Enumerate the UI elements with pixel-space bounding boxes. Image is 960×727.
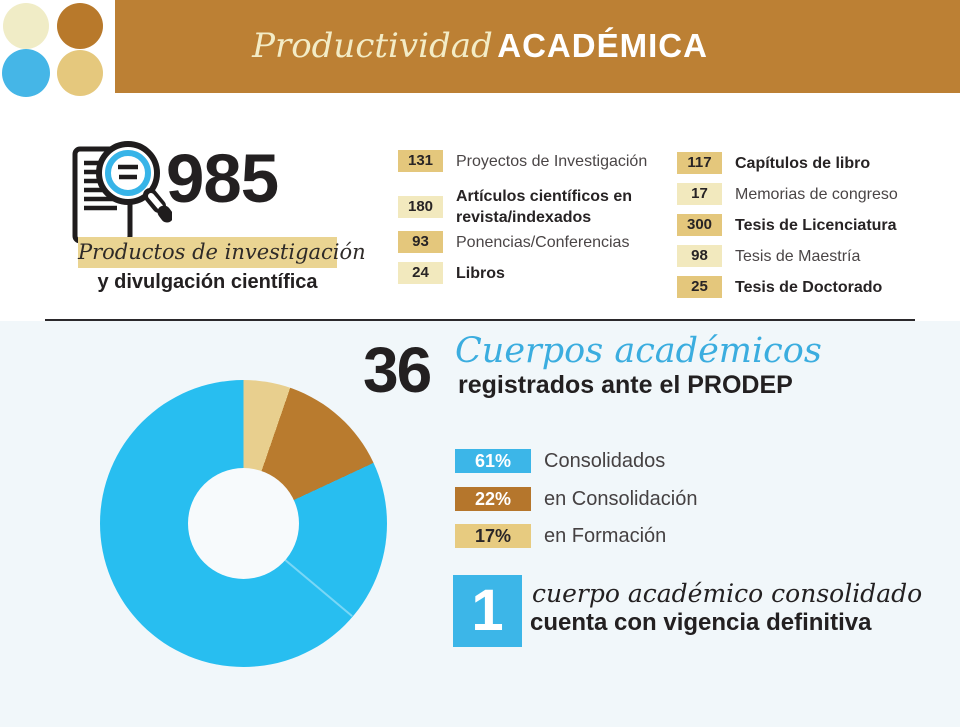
stat-value-badge: 131 — [398, 150, 443, 172]
stat-row: 25 Tesis de Doctorado — [677, 276, 937, 298]
legend-pct-badge: 17% — [455, 524, 531, 548]
stat-label: Libros — [456, 264, 505, 282]
stat-label: Memorias de congreso — [735, 185, 898, 203]
stat-label: Proyectos de Investigación — [456, 152, 648, 170]
research-label-highlighted: Productos de investigación — [78, 237, 366, 268]
legend-label: Consolidados — [544, 449, 666, 472]
stat-value-badge: 24 — [398, 262, 443, 284]
prodep-title-italic: Cuerpos académicos — [455, 331, 822, 371]
stat-row: 24 Libros — [398, 262, 663, 284]
stat-value-badge: 300 — [677, 214, 722, 236]
stat-row: 17 Memorias de congreso — [677, 183, 937, 205]
consolidated-note-number: 1 — [453, 575, 522, 647]
research-label-sub: y divulgación científica — [97, 271, 318, 293]
logo-circle-tan — [57, 50, 103, 96]
stat-value-badge: 180 — [398, 196, 443, 218]
stat-label: Tesis de Doctorado — [735, 278, 883, 296]
header-banner — [115, 0, 960, 93]
consolidated-note-bold: cuenta con vigencia definitiva — [530, 609, 872, 636]
legend-row: 17% en Formación — [455, 524, 666, 548]
stat-row: 93 Ponencias/Conferencias — [398, 231, 663, 253]
stat-row: 117 Capítulos de libro — [677, 152, 937, 174]
logo-circle-blue — [2, 49, 50, 97]
donut-hole — [188, 468, 299, 579]
legend-label: en Formación — [544, 524, 667, 547]
consolidated-note-italic: cuerpo académico consolidado — [532, 579, 923, 608]
legend-row: 61% Consolidados — [455, 449, 665, 473]
page-title-bold: ACADÉMICA — [497, 27, 708, 64]
stat-label: Tesis de Maestría — [735, 247, 861, 265]
stat-value-badge: 25 — [677, 276, 722, 298]
stat-row: 98 Tesis de Maestría — [677, 245, 937, 267]
legend-pct-badge: 61% — [455, 449, 531, 473]
prodep-donut-chart — [100, 380, 387, 667]
stat-value-badge: 17 — [677, 183, 722, 205]
stat-value-badge: 93 — [398, 231, 443, 253]
stat-label: Tesis de Licenciatura — [735, 216, 897, 234]
legend-row: 22% en Consolidación — [455, 487, 697, 511]
section-divider — [45, 319, 915, 321]
prodep-count: 36 — [363, 334, 432, 406]
prodep-section: 36 Cuerpos académicos registrados ante e… — [0, 321, 960, 727]
logo-circle-cream — [3, 3, 49, 49]
brand-logo — [0, 0, 106, 100]
stat-value-badge: 117 — [677, 152, 722, 174]
legend-label: en Consolidación — [544, 487, 698, 510]
document-magnifier-icon — [72, 141, 172, 245]
stat-row: 180 Artículos científicos en revista/ind… — [398, 186, 663, 228]
stat-value-badge: 98 — [677, 245, 722, 267]
stat-row: 300 Tesis de Licenciatura — [677, 214, 937, 236]
prodep-title-bold: registrados ante el PRODEP — [458, 371, 793, 399]
page-title-italic: Productividad — [252, 26, 493, 66]
logo-circle-brown — [57, 3, 103, 49]
stat-row: 131 Proyectos de Investigación — [398, 150, 663, 172]
page-title: Productividad ACADÉMICA — [0, 26, 960, 66]
stat-label: Ponencias/Conferencias — [456, 233, 630, 251]
stat-label: Artículos científicos en revista/indexad… — [456, 188, 633, 226]
stat-label: Capítulos de libro — [735, 154, 871, 172]
research-total: 985 — [166, 140, 279, 217]
legend-pct-badge: 22% — [455, 487, 531, 511]
